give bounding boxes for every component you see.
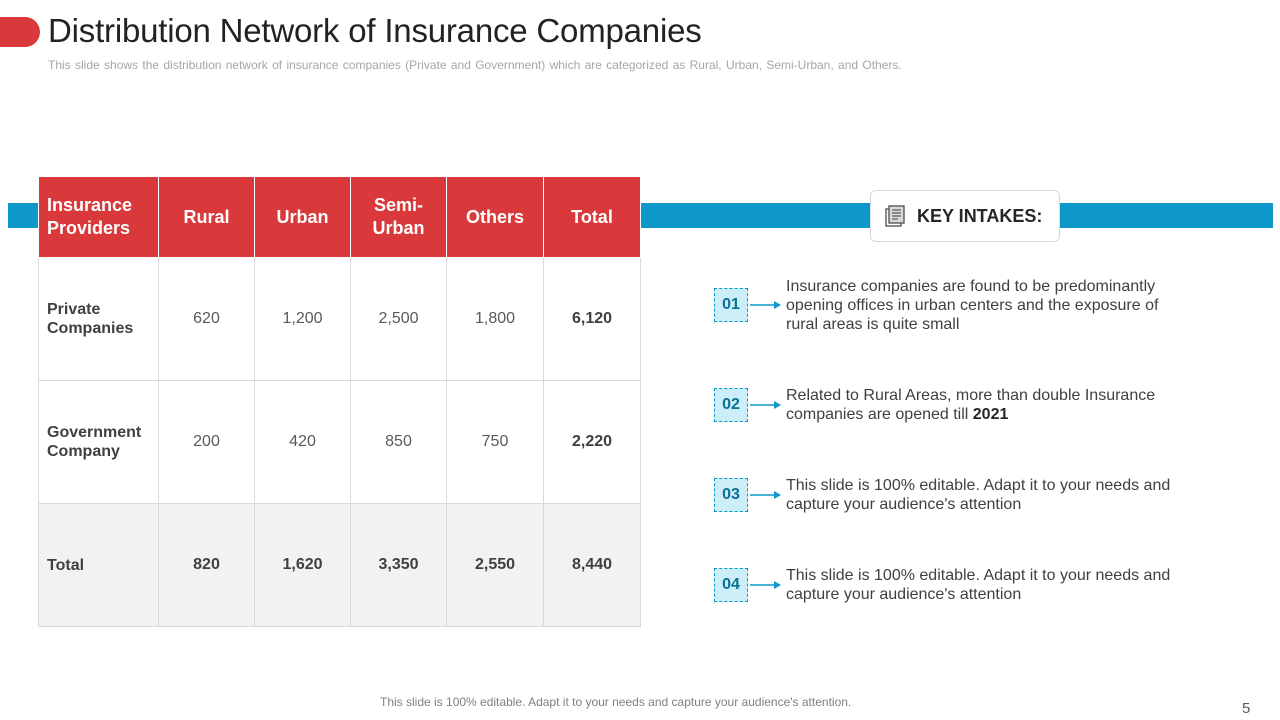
table-cell: 420 <box>254 380 351 504</box>
row-total-cell: 6,120 <box>543 257 641 381</box>
footer-note: This slide is 100% editable. Adapt it to… <box>380 695 852 709</box>
row-header: Total <box>38 503 159 627</box>
column-header-total: Total <box>543 176 641 258</box>
table-cell: 2,550 <box>446 503 544 627</box>
key-intakes-label: KEY INTAKES: <box>917 205 1043 226</box>
table-cell: 2,500 <box>350 257 447 381</box>
point-text: This slide is 100% editable. Adapt it to… <box>786 567 1171 603</box>
point-number-badge: 03 <box>714 478 748 512</box>
row-header: Private Companies <box>38 257 159 381</box>
table-cell: 1,800 <box>446 257 544 381</box>
table-cell: 750 <box>446 380 544 504</box>
point-number-badge: 02 <box>714 388 748 422</box>
column-header-semi-urban: Semi-Urban <box>350 176 447 258</box>
table-cell: 1,620 <box>254 503 351 627</box>
arrow-right-icon <box>750 581 781 589</box>
point-text-bold: 2021 <box>972 406 1009 423</box>
point-text: Related to Rural Areas, more than double… <box>786 386 1186 424</box>
grand-total-cell: 8,440 <box>543 503 641 627</box>
point-text: This slide is 100% editable. Adapt it to… <box>786 477 1171 513</box>
key-intakes-box: KEY INTAKES: <box>870 190 1060 242</box>
arrow-right-icon <box>750 401 781 409</box>
distribution-table: Insurance Providers Rural Urban Semi-Urb… <box>38 176 641 627</box>
title-accent-pill <box>0 17 40 47</box>
table-cell: 620 <box>158 257 255 381</box>
row-header: Government Company <box>38 380 159 504</box>
table-header-row: Insurance Providers Rural Urban Semi-Urb… <box>38 176 641 258</box>
column-header-others: Others <box>446 176 544 258</box>
page-subtitle: This slide shows the distribution networ… <box>48 58 902 72</box>
table-total-row: Total 820 1,620 3,350 2,550 8,440 <box>38 503 641 627</box>
point-text: Insurance companies are found to be pred… <box>786 278 1159 333</box>
row-total-cell: 2,220 <box>543 380 641 504</box>
column-header-providers: Insurance Providers <box>38 176 159 258</box>
table-cell: 820 <box>158 503 255 627</box>
page-number: 5 <box>1242 700 1251 717</box>
blue-band-left <box>8 203 40 228</box>
table-cell: 1,200 <box>254 257 351 381</box>
point-text-main: Related to Rural Areas, more than double… <box>786 387 1156 423</box>
point-number-badge: 04 <box>714 568 748 602</box>
arrow-right-icon <box>750 491 781 499</box>
column-header-urban: Urban <box>254 176 351 258</box>
document-icon <box>885 205 905 227</box>
arrow-right-icon <box>750 301 781 309</box>
column-header-rural: Rural <box>158 176 255 258</box>
table-cell: 200 <box>158 380 255 504</box>
table-cell: 850 <box>350 380 447 504</box>
page-title: Distribution Network of Insurance Compan… <box>48 12 702 49</box>
table-cell: 3,350 <box>350 503 447 627</box>
table-row: Private Companies 620 1,200 2,500 1,800 … <box>38 257 641 381</box>
table-row: Government Company 200 420 850 750 2,220 <box>38 380 641 504</box>
point-number-badge: 01 <box>714 288 748 322</box>
